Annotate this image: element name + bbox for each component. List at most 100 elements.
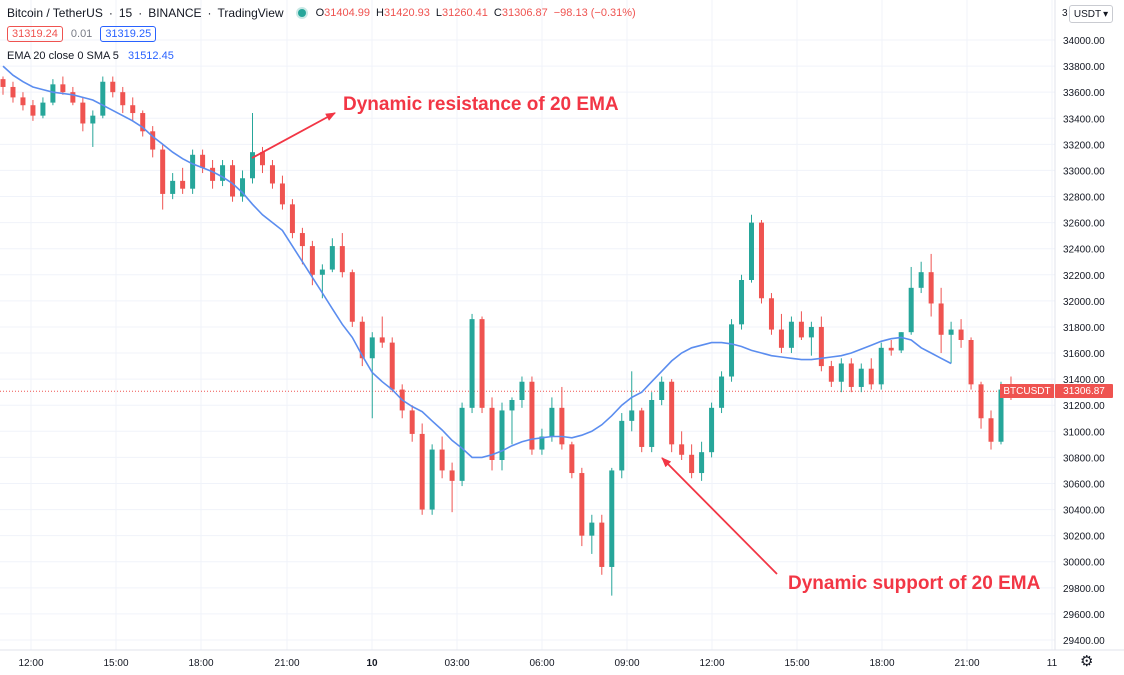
time-tick-label: 03:00 [444,658,469,669]
candle-body [529,381,535,450]
candle [619,413,625,479]
price-tick-label: 29400.00 [1063,636,1105,647]
candle [269,160,275,189]
candle [729,319,735,382]
currency-dropdown[interactable]: USDT ▾ [1069,5,1113,23]
candle [429,444,435,515]
candle [569,441,575,479]
candle-body [449,470,455,481]
candle [10,81,16,103]
candle [80,97,86,132]
indicator-label: EMA 20 close 0 SMA 5 [7,50,119,62]
interval[interactable]: 15 [118,6,133,20]
candle [529,376,535,455]
candle [958,319,964,348]
annotation-arrows [251,112,778,575]
candle-body [100,81,106,116]
time-tick-label: 11 [1047,658,1058,669]
candle [220,160,226,187]
ema-line [2,65,952,459]
price-tick-label: 30600.00 [1063,479,1105,490]
price-tick-label: 31400.00 [1063,375,1105,386]
candle [100,76,106,119]
candle-body [569,444,575,474]
candle [250,113,255,184]
candle-body [499,410,505,460]
price-tick-label: 33000.00 [1063,166,1105,177]
candle-body [709,407,715,453]
ohlc-open: O31404.99 [315,7,371,19]
indicator-legend[interactable]: EMA 20 close 0 SMA 5 31512.45 [7,50,174,62]
time-tick-label: 21:00 [274,658,299,669]
price-tick-label: 32400.00 [1063,245,1105,256]
candle [629,371,635,432]
exchange: BINANCE [148,6,202,20]
candle-body [259,152,265,166]
candle-body [489,407,495,460]
market-status-icon[interactable] [297,9,306,17]
candle [878,342,884,390]
candle [409,405,415,442]
candle-body [918,272,924,288]
candle [858,363,864,393]
candle [20,92,26,111]
candle-body [469,319,475,408]
candle-body [289,204,295,234]
candle [210,160,216,189]
candle-body [40,102,46,116]
candle [190,149,196,194]
candle-body [160,149,166,194]
spread: 0.01 [70,28,93,40]
candle-body [190,154,196,189]
candle-body [838,363,844,382]
candle-body [908,287,914,333]
candle-body [948,329,954,335]
price-tick-label: 31200.00 [1063,401,1105,412]
candle-body [299,233,305,247]
candle [788,316,794,354]
candle [339,233,345,278]
candle [689,444,695,479]
time-tick-label: 21:00 [954,658,979,669]
price-tick-label: 30400.00 [1063,506,1105,517]
gear-icon[interactable]: ⚙ [1080,653,1094,670]
candle-body [150,131,156,150]
candle [988,410,994,450]
last-price-tag: 31306.87 [1055,384,1113,398]
candle [90,110,96,147]
candle-body [968,340,974,385]
symbol-name[interactable]: Bitcoin / TetherUS [7,6,103,20]
candle-body [639,410,645,447]
candle-body [589,522,595,536]
candle-body [679,444,685,455]
candle-body [210,167,216,181]
candle-body [379,337,385,343]
candle-body [0,79,6,87]
candle-body [579,473,585,536]
candle [679,431,685,460]
candle [719,371,725,414]
chevron-down-icon: ▾ [1103,8,1109,20]
candle-body [80,102,86,124]
candle [279,175,285,210]
buy-price-button[interactable]: 31319.25 [100,26,157,42]
candle [499,402,505,471]
candle [768,293,774,335]
candle-body [279,183,285,205]
candle [160,144,166,210]
candle-body [739,280,745,325]
candle [758,220,764,304]
candle-body [459,407,465,481]
candle [369,332,375,419]
candle-body [549,407,555,437]
ema-20-line [2,65,952,459]
candle [898,332,904,354]
sell-price-button[interactable]: 31319.24 [7,26,63,42]
price-tick-label: 32800.00 [1063,193,1105,204]
price-axis[interactable]: 34000.00 33800.00 33600.00 33400.00 33200.00… [1063,36,1105,647]
candle [659,376,665,406]
candle [978,381,984,429]
candle [419,423,425,515]
time-axis[interactable]: 12:00 15:00 18:00 21:00 10 03:00 06:00 09:00 12:… [18,658,1057,669]
